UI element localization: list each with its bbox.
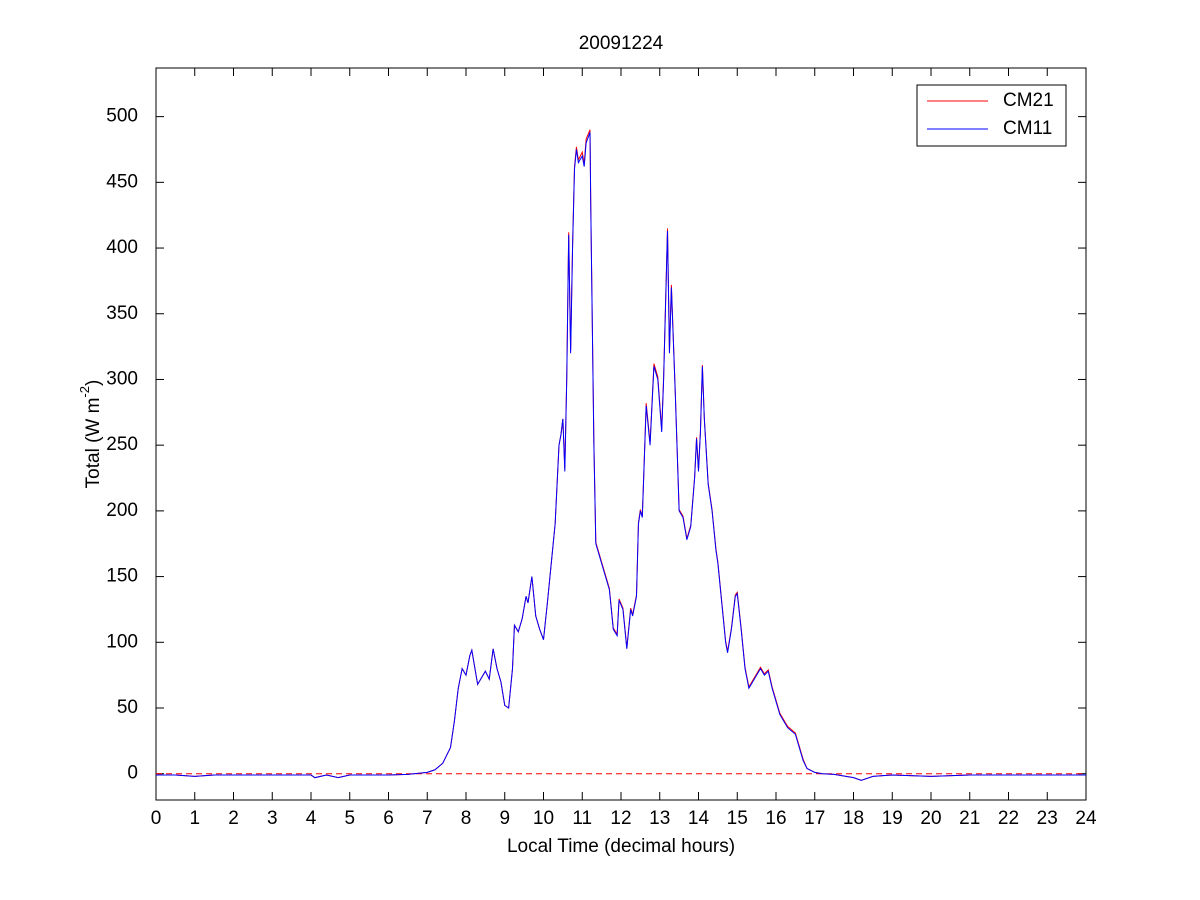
y-tick-label: 400 [106,237,138,258]
x-tick-label: 0 [151,808,162,829]
y-label-main: Total (W m [83,398,104,489]
x-axis-label: Local Time (decimal hours) [507,836,735,857]
y-tick-label: 150 [106,566,138,587]
y-label-end: ) [83,380,104,386]
x-tick-label: 12 [610,808,631,829]
x-tick-label: 4 [306,808,317,829]
y-tick-label: 0 [127,763,138,784]
chart-title: 20091224 [579,33,664,54]
y-tick-label: 250 [106,434,138,455]
legend-box [916,84,1067,147]
x-tick-label: 6 [383,808,394,829]
y-label-sup: -2 [77,386,92,398]
x-tick-label: 13 [649,808,670,829]
plot-frame [155,67,1087,801]
x-tick-label: 21 [959,808,980,829]
x-tick-label: 16 [765,808,786,829]
legend-label: CM21 [1003,90,1054,111]
y-axis-label: Total (W m-2) [77,380,104,489]
x-tick-label: 11 [572,808,592,829]
y-tick-label: 450 [106,171,138,192]
x-tick-label: 17 [804,808,825,829]
x-tick-label: 9 [499,808,510,829]
x-tick-label: 15 [727,808,748,829]
x-tick-label: 2 [228,808,239,829]
x-tick-label: 5 [344,808,355,829]
series-line [156,132,1086,781]
x-tick-label: 8 [461,808,472,829]
x-tick-label: 3 [267,808,278,829]
x-tick-label: 7 [422,808,433,829]
y-tick-label: 50 [117,697,138,718]
x-tick-label: 23 [1037,808,1058,829]
x-tick-label: 10 [533,808,554,829]
y-tick-label: 500 [106,106,138,127]
y-tick-label: 200 [106,500,138,521]
legend-label: CM11 [1003,118,1052,139]
x-tick-label: 14 [688,808,710,829]
y-tick-label: 100 [106,631,138,652]
x-tick-label: 22 [998,808,1019,829]
x-tick-label: 1 [189,808,200,829]
y-tick-label: 350 [106,303,138,324]
x-tick-label: 24 [1075,808,1097,829]
y-tick-label: 300 [106,368,138,389]
x-tick-label: 20 [920,808,941,829]
x-tick-label: 18 [843,808,864,829]
x-tick-label: 19 [882,808,903,829]
